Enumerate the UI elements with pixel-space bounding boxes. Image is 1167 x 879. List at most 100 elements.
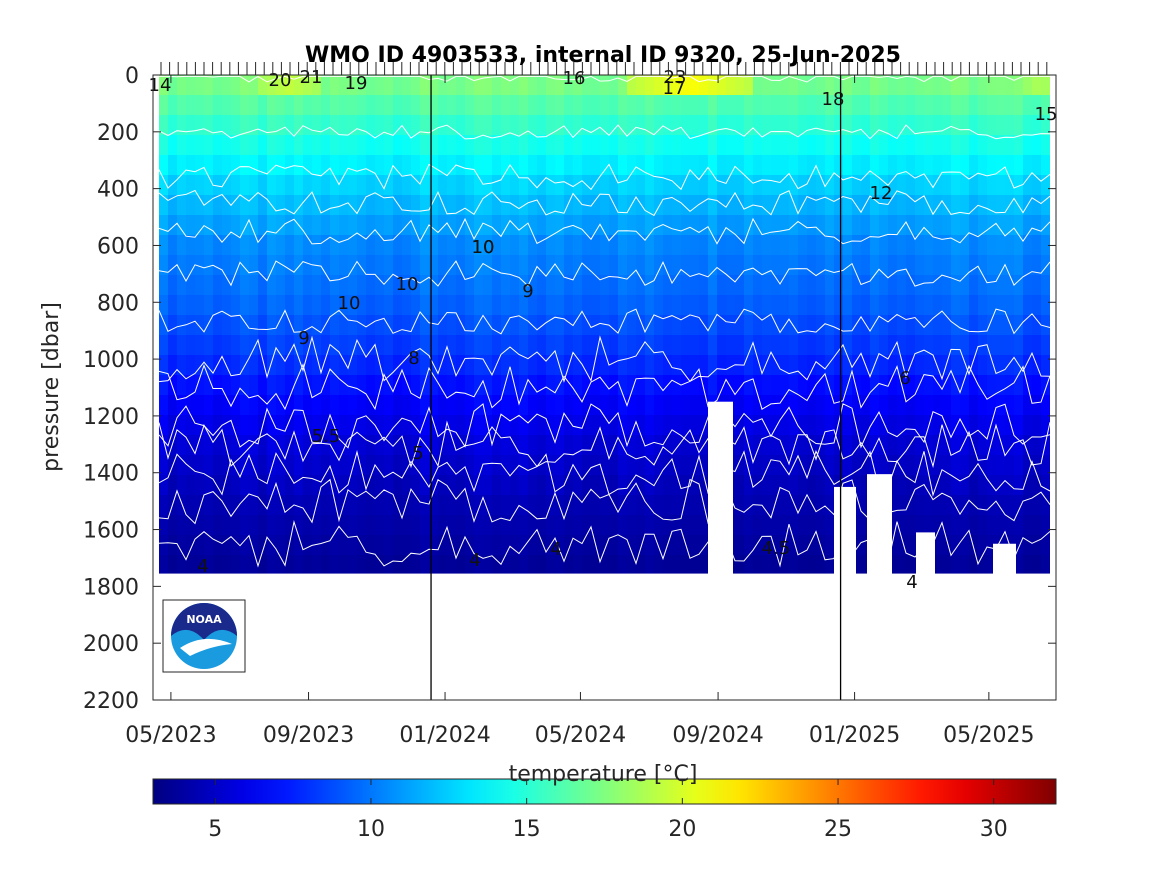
field-cell (744, 355, 754, 376)
field-cell (933, 295, 943, 316)
field-cell (402, 195, 412, 216)
field-cell (366, 315, 376, 336)
field-cell (519, 175, 529, 196)
contour-label: 16 (563, 68, 586, 89)
field-cell (1023, 95, 1033, 116)
field-cell (969, 415, 979, 436)
field-cell (186, 155, 196, 176)
field-cell (744, 115, 754, 136)
isotherm-line (159, 189, 1050, 217)
field-cell (960, 155, 970, 176)
field-cell (564, 395, 574, 416)
field-cell (861, 395, 871, 416)
field-cell (294, 95, 304, 116)
field-cell (618, 435, 628, 456)
field-cell (375, 215, 385, 236)
field-cell (204, 355, 214, 376)
field-cell (987, 275, 997, 296)
field-cell (267, 255, 277, 276)
field-cell (204, 435, 214, 456)
field-cell (933, 135, 943, 156)
field-cell (591, 555, 601, 576)
field-cell (456, 335, 466, 356)
field-cell (708, 135, 718, 156)
field-cell (294, 275, 304, 296)
field-cell (618, 475, 628, 496)
field-cell (735, 215, 745, 236)
field-cell (1032, 75, 1042, 96)
field-cell (870, 335, 880, 356)
field-cell (636, 195, 646, 216)
field-cell (438, 215, 448, 236)
field-cell (735, 195, 745, 216)
field-cell (249, 175, 259, 196)
field-cell (366, 355, 376, 376)
field-cell (987, 155, 997, 176)
field-cell (762, 195, 772, 216)
field-cell (573, 315, 583, 336)
field-cell (276, 155, 286, 176)
field-cell (996, 295, 1006, 316)
field-cell (429, 295, 439, 316)
field-cell (996, 335, 1006, 356)
field-cell (798, 395, 808, 416)
field-cell (807, 275, 817, 296)
isotherm-line (159, 124, 1050, 140)
field-cell (177, 195, 187, 216)
field-cell (555, 155, 565, 176)
field-cell (546, 255, 556, 276)
field-cell (951, 435, 961, 456)
field-cell (735, 515, 745, 536)
field-cell (1023, 515, 1033, 536)
contour-label: 15 (1035, 104, 1058, 125)
field-cell (690, 355, 700, 376)
field-cell (879, 95, 889, 116)
field-cell (465, 175, 475, 196)
field-cell (843, 355, 853, 376)
field-cell (537, 335, 547, 356)
field-cell (798, 315, 808, 336)
field-cell (969, 535, 979, 556)
field-cell (789, 295, 799, 316)
field-cell (1023, 455, 1033, 476)
field-cell (942, 435, 952, 456)
field-cell (474, 175, 484, 196)
field-cell (429, 255, 439, 276)
field-cell (447, 375, 457, 396)
field-cell (429, 235, 439, 256)
field-cell (933, 415, 943, 436)
field-cell (546, 155, 556, 176)
field-cell (645, 455, 655, 476)
field-cell (807, 435, 817, 456)
field-cell (672, 375, 682, 396)
field-cell (456, 295, 466, 316)
field-cell (843, 475, 853, 496)
field-cell (402, 275, 412, 296)
field-cell (969, 455, 979, 476)
field-cell (384, 295, 394, 316)
field-cell (726, 175, 736, 196)
field-cell (258, 515, 268, 536)
field-cell (546, 235, 556, 256)
field-cell (483, 155, 493, 176)
field-cell (825, 215, 835, 236)
field-cell (528, 355, 538, 376)
field-cell (294, 415, 304, 436)
field-cell (897, 355, 907, 376)
field-cell (384, 315, 394, 336)
field-cell (852, 535, 862, 556)
field-cell (339, 515, 349, 536)
field-cell (897, 75, 907, 96)
field-cell (825, 75, 835, 96)
field-cell (177, 535, 187, 556)
field-cell (834, 75, 844, 96)
field-cell (717, 375, 727, 396)
field-cell (933, 175, 943, 196)
field-cell (906, 255, 916, 276)
field-cell (1032, 415, 1042, 436)
field-cell (762, 135, 772, 156)
field-cell (438, 275, 448, 296)
field-cell (231, 135, 241, 156)
field-cell (708, 355, 718, 376)
field-cell (411, 295, 421, 316)
